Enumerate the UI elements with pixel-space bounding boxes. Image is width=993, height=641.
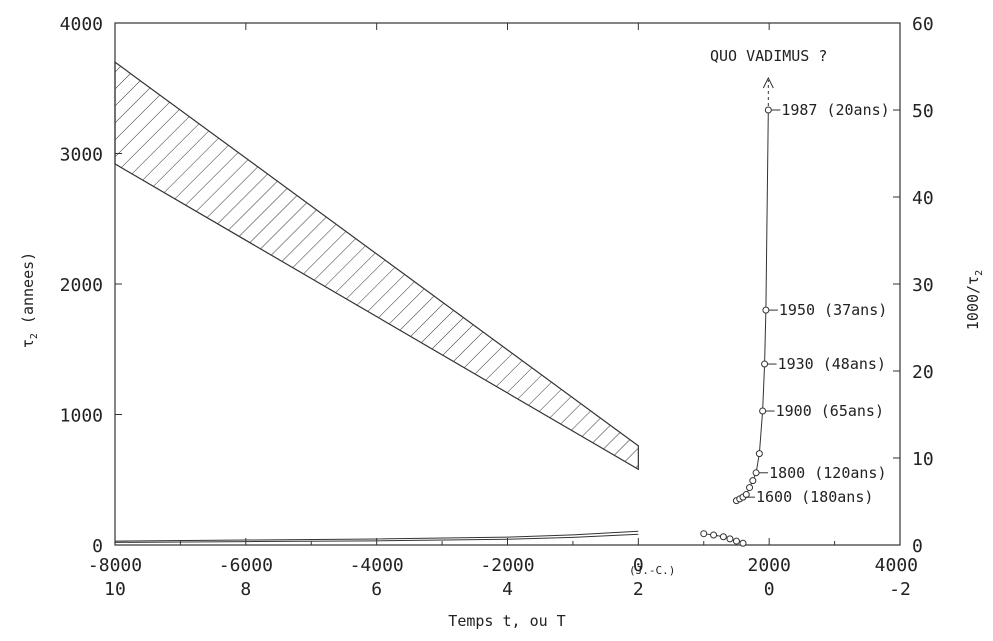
y-tick-label-right: 50 bbox=[912, 101, 934, 122]
growth-point bbox=[755, 450, 763, 458]
y-tick-label-left: 2000 bbox=[60, 275, 103, 296]
growth-point bbox=[761, 360, 769, 368]
y-tick-label-right: 0 bbox=[912, 536, 923, 557]
x-tick-label-top: -6000 bbox=[219, 555, 273, 576]
x-tick-label-top: -4000 bbox=[350, 555, 404, 576]
growth-point bbox=[759, 407, 767, 415]
x-tick-label-bottom: 6 bbox=[371, 579, 382, 600]
y-tick-label-right: 60 bbox=[912, 14, 934, 35]
y-tick-label-right: 10 bbox=[912, 449, 934, 470]
growth-point bbox=[742, 491, 750, 499]
x-tick-label-bottom: 10 bbox=[104, 579, 126, 600]
recent-point bbox=[739, 539, 747, 547]
y-tick-label-left: 0 bbox=[92, 536, 103, 557]
recent-point bbox=[719, 533, 727, 541]
y-tick-label-right: 40 bbox=[912, 188, 934, 209]
x-tick-label-bottom: -2 bbox=[889, 579, 911, 600]
annotation-label: 1800 (120ans) bbox=[769, 464, 886, 482]
arrow-head bbox=[762, 76, 774, 89]
recent-point bbox=[732, 537, 740, 545]
x-tick-label-bottom: 2 bbox=[633, 579, 644, 600]
growth-curve bbox=[736, 109, 769, 502]
y-axis-label-right: 1000/τ2 bbox=[964, 270, 985, 330]
annotation-label: 1930 (48ans) bbox=[778, 355, 886, 373]
x-era-label: (J.-C.) bbox=[629, 564, 675, 577]
annotation-label: 1900 (65ans) bbox=[776, 402, 884, 420]
annotation-label: 1600 (180ans) bbox=[756, 488, 873, 506]
x-tick-label-top: 4000 bbox=[875, 555, 918, 576]
growth-point bbox=[746, 484, 754, 492]
hatched-band bbox=[114, 60, 639, 471]
annotation-label: 1987 (20ans) bbox=[781, 101, 889, 119]
x-tick-label-top: 0 bbox=[633, 555, 644, 576]
y-tick-label-left: 1000 bbox=[60, 406, 103, 427]
recent-point bbox=[726, 535, 734, 543]
y-tick-label-right: 30 bbox=[912, 275, 934, 296]
bottom-curve-upper bbox=[114, 530, 639, 542]
quo-vadimus-label: QUO VADIMUS ? bbox=[710, 47, 827, 65]
y-tick-label-left: 3000 bbox=[60, 145, 103, 166]
x-tick-label-bottom: 8 bbox=[240, 579, 251, 600]
recent-point bbox=[710, 531, 718, 539]
x-axis-label: Temps t, ou T bbox=[448, 612, 565, 630]
y-tick-label-left: 4000 bbox=[60, 14, 103, 35]
x-tick-label-bottom: 4 bbox=[502, 579, 513, 600]
y-tick-label-right: 20 bbox=[912, 362, 934, 383]
x-tick-label-bottom: 0 bbox=[764, 579, 775, 600]
growth-point bbox=[764, 106, 772, 114]
recent-point bbox=[700, 530, 708, 538]
x-tick-label-top: -2000 bbox=[480, 555, 534, 576]
growth-point bbox=[749, 477, 757, 485]
bottom-curve-lower bbox=[114, 533, 639, 543]
y-axis-label-left: τ2 (annees) bbox=[19, 252, 40, 348]
growth-point bbox=[752, 469, 760, 477]
x-tick-label-top: 2000 bbox=[747, 555, 790, 576]
growth-point bbox=[762, 306, 770, 314]
x-tick-label-top: -8000 bbox=[88, 555, 142, 576]
annotation-label: 1950 (37ans) bbox=[779, 301, 887, 319]
